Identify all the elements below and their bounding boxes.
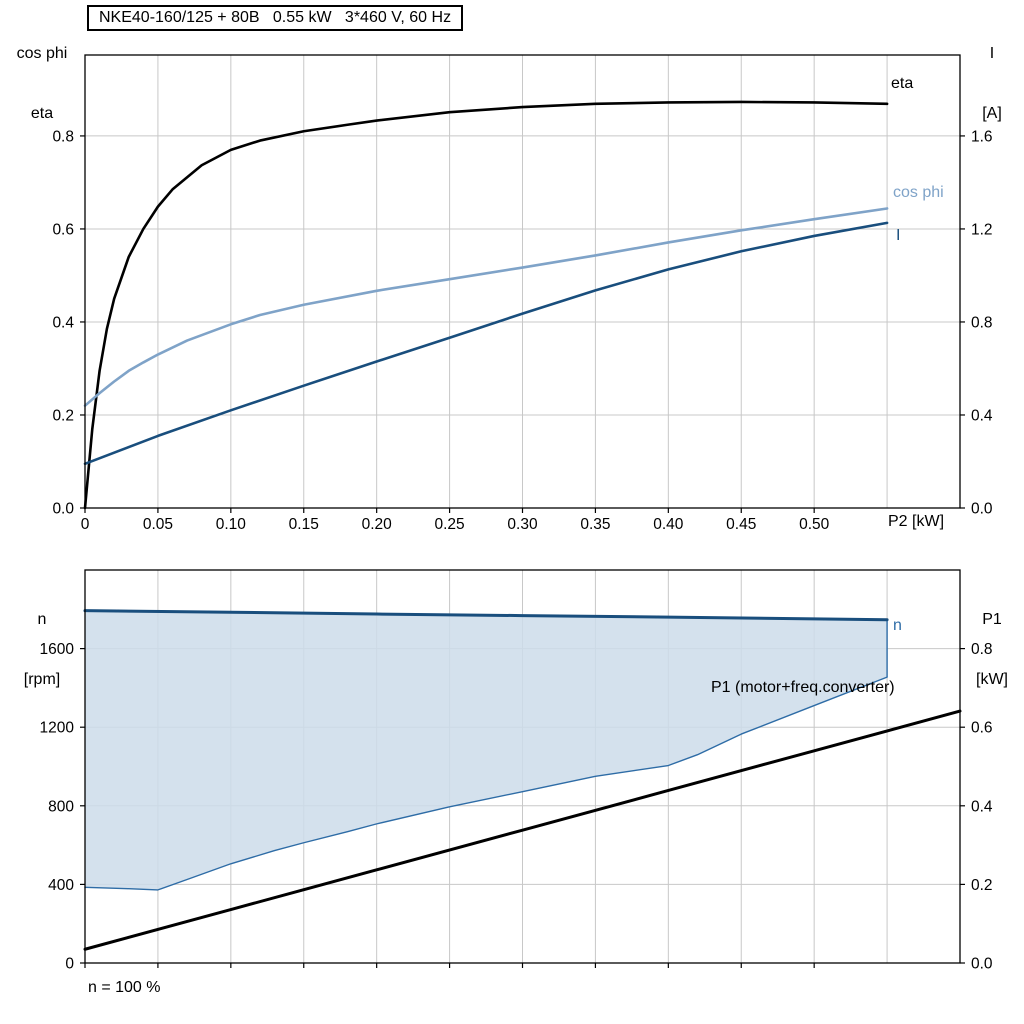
- eta-curve: [83, 100, 889, 510]
- bottom-right-axis-title: P1 [kW]: [960, 570, 1024, 730]
- y-left-tick-label: 0: [65, 956, 74, 973]
- x-tick-label: 0.35: [580, 516, 610, 533]
- y-right-tick-label: 0.4: [971, 798, 993, 815]
- x-tick-label: 0.25: [434, 516, 464, 533]
- y-left-tick-label: 800: [48, 798, 74, 815]
- axis-title-cos-phi: cos phi: [16, 45, 68, 62]
- x-tick-label: 0.05: [143, 516, 173, 533]
- axis-title-current-unit: [A]: [982, 105, 1002, 122]
- y-right-tick-label: 1.2: [971, 221, 993, 238]
- axis-title-p1-unit: [kW]: [976, 671, 1008, 688]
- n-curve: [83, 609, 889, 622]
- axis-title-speed-unit: [rpm]: [23, 671, 61, 688]
- y-left-tick-label: 400: [48, 877, 74, 894]
- y-right-tick-label: 0.2: [971, 877, 993, 894]
- y-right-tick-label: 0.0: [971, 501, 993, 518]
- x-tick-label: 0.10: [216, 516, 247, 533]
- bottom-left-axis-title: n [rpm]: [0, 570, 84, 730]
- curve-label-eta: eta: [891, 75, 914, 92]
- i-curve: [83, 221, 889, 466]
- p1-motor-freq-converter--curve: [83, 709, 962, 951]
- y-left-tick-label: 0.4: [52, 314, 74, 331]
- x-tick-label: 0.30: [507, 516, 538, 533]
- curve-label-current: I: [896, 227, 901, 244]
- x-tick-label: 0.40: [653, 516, 684, 533]
- x-tick-label: 0: [81, 516, 90, 533]
- footnote-speed-percentage: n = 100 %: [88, 979, 161, 996]
- axis-title-p1: P1: [982, 611, 1002, 628]
- y-right-tick-label: 0.6: [971, 720, 993, 737]
- axis-title-eta: eta: [30, 105, 54, 122]
- axis-title-speed: n: [37, 611, 47, 628]
- cos-phi-curve: [83, 207, 889, 407]
- y-left-tick-label: 0.0: [52, 501, 74, 518]
- chart-title-box: NKE40-160/125 + 80B 0.55 kW 3*460 V, 60 …: [87, 5, 464, 31]
- x-axis-label: P2 [kW]: [888, 513, 945, 530]
- y-right-tick-label: 0.0: [971, 956, 993, 973]
- y-left-tick-label: 1200: [40, 720, 75, 737]
- axis-title-current: I: [989, 45, 995, 62]
- x-tick-label: 0.15: [289, 516, 319, 533]
- y-right-tick-label: 1.6: [971, 128, 993, 145]
- top-right-axis-title: I [A]: [960, 4, 1024, 164]
- y-left-tick-label: 1600: [40, 641, 75, 658]
- y-left-tick-label: 0.8: [52, 128, 74, 145]
- curve-label-p1: P1 (motor+freq.converter): [711, 679, 895, 696]
- top-left-axis-title: cos phi eta: [0, 4, 84, 164]
- y-left-tick-label: 0.2: [52, 407, 74, 424]
- y-left-tick-label: 0.6: [52, 221, 74, 238]
- x-tick-label: 0.50: [799, 516, 830, 533]
- curve-label-speed: n: [893, 617, 902, 634]
- y-right-tick-label: 0.8: [971, 314, 993, 331]
- y-right-tick-label: 0.8: [971, 641, 993, 658]
- n-min-curve: [84, 676, 888, 891]
- x-tick-label: 0.45: [726, 516, 756, 533]
- x-tick-label: 0.20: [362, 516, 393, 533]
- curve-label-cos-phi: cos phi: [893, 184, 944, 201]
- y-right-tick-label: 0.4: [971, 407, 993, 424]
- speed-control-range-area: [85, 610, 888, 890]
